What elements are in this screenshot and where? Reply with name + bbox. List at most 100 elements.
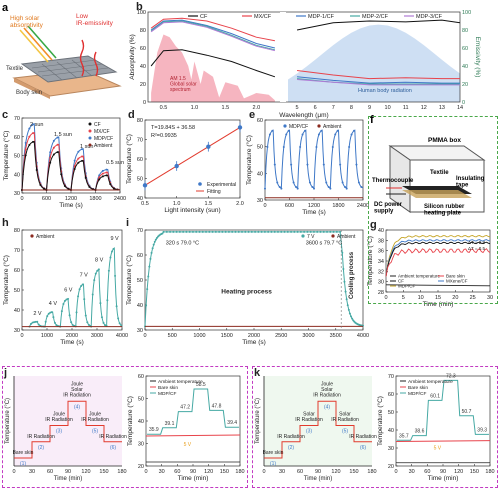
series-ambient — [385, 284, 491, 287]
data-point — [107, 269, 110, 272]
step-number: (4) — [324, 404, 330, 410]
step-label: Solar IR Radiation — [295, 412, 323, 424]
data-point — [73, 159, 76, 162]
y-tick-label: 60 — [137, 157, 143, 163]
legend-label: MDP/CF — [289, 124, 308, 130]
data-point — [329, 187, 332, 190]
legend-label: MDP-2/CF — [362, 14, 389, 20]
label-pmma: PMMA box — [428, 137, 461, 144]
legend-label: Ambient — [36, 234, 55, 240]
data-point — [174, 163, 179, 169]
chart-i: 0 500 1000 1500 2000 2500 3000 3500 4000 30 40 50 60… — [125, 228, 369, 346]
y-tick-label: 40 — [138, 419, 144, 425]
data-point — [312, 230, 315, 233]
y-tick-label: 100 — [137, 10, 146, 16]
data-point — [56, 151, 59, 154]
data-point — [63, 184, 66, 187]
data-point — [88, 185, 91, 188]
legend-swatch — [88, 136, 92, 140]
x-tick-label: 120 — [331, 469, 340, 475]
data-point — [334, 133, 337, 136]
step-label: IR Radiation — [99, 434, 127, 440]
stair-line — [264, 400, 372, 459]
data-point — [78, 288, 81, 291]
y-tick-label: 40 — [388, 428, 394, 434]
y-axis-label: Temperature (°C) — [125, 134, 133, 184]
x-axis-label: Time (min) — [428, 475, 459, 482]
series-vis-CF — [150, 49, 276, 78]
data-point — [60, 310, 63, 313]
equation: T=19.84S + 36.58 — [151, 125, 195, 131]
x-tick-label: 30 — [159, 469, 165, 475]
step-number: (3) — [306, 429, 312, 435]
voltage-label: 6 V — [64, 288, 73, 294]
data-point — [52, 316, 55, 319]
y-axis-label: Temperature (°C) — [5, 398, 11, 444]
y-tick-label: 30 — [14, 328, 20, 334]
value-label: 58.5 — [196, 382, 206, 388]
data-point — [165, 230, 168, 233]
legend-label: Ambient — [337, 234, 356, 240]
legend-label: MDP/CF — [398, 284, 415, 289]
data-point — [67, 297, 70, 300]
legend-label: MX/CF — [254, 14, 272, 20]
series-vis-MX/CF — [150, 17, 275, 42]
value-label: 47.2 — [180, 405, 190, 411]
y-tick-label: 50 — [14, 154, 20, 160]
annotation: Cooling process — [349, 251, 355, 299]
data-point — [93, 279, 96, 282]
data-point — [339, 230, 342, 233]
data-point — [301, 133, 304, 136]
data-point — [316, 230, 319, 233]
x-tick-label: 5 — [296, 105, 299, 111]
chart-k: 0 30 60 90 120 150 180 20 30 40 50 60 70 Time (min) Te… — [376, 373, 495, 482]
data-point — [105, 168, 108, 171]
data-point — [37, 323, 40, 326]
data-point — [99, 302, 102, 305]
y-axis-label: Temperature (°C) — [126, 396, 134, 446]
data-point — [100, 316, 103, 319]
data-point — [33, 321, 36, 324]
data-point — [105, 174, 108, 177]
data-point — [182, 230, 185, 233]
x-axis-label: Time (min) — [54, 476, 82, 482]
data-point — [109, 182, 112, 185]
data-point — [344, 186, 347, 189]
y-tick-label: 0 — [143, 100, 146, 106]
y-axis-label: Temperature (°C) — [245, 135, 253, 185]
data-point — [68, 314, 71, 317]
data-point — [101, 169, 104, 172]
x-tick-label: 2400 — [114, 196, 126, 202]
series-ir-MDP-3/CF — [297, 79, 460, 86]
data-point — [271, 129, 274, 132]
x-tick-label: 60 — [47, 469, 53, 475]
y-axis-label: Temperature (°C) — [366, 236, 374, 286]
data-point — [24, 141, 27, 144]
data-point — [52, 146, 55, 149]
x-tick-label: 120 — [454, 469, 463, 475]
y-tick-label: 36 — [378, 249, 384, 255]
x-tick-label: 15 — [435, 295, 441, 301]
data-point — [97, 268, 100, 271]
x-tick-label: 1.0 — [191, 105, 199, 111]
y-tick-label: 30 — [257, 198, 263, 204]
x-tick-label: 1200 — [65, 196, 77, 202]
legend-swatch — [331, 234, 335, 238]
data-point — [161, 232, 164, 235]
data-point — [206, 144, 211, 149]
step-label: Bare skin — [263, 450, 284, 456]
data-point — [315, 146, 318, 149]
data-point — [357, 181, 360, 184]
x-tick-label: 150 — [349, 469, 358, 475]
data-point — [77, 150, 80, 153]
data-point — [303, 230, 306, 233]
data-point — [304, 129, 307, 132]
data-point — [81, 148, 84, 151]
data-point — [306, 230, 309, 233]
x-tick-label: 30 — [409, 469, 415, 475]
data-point — [28, 127, 31, 130]
y-tick-label: 50 — [14, 288, 20, 294]
y-tick-label: 30 — [388, 446, 394, 452]
series-voltage — [29, 247, 123, 328]
x-tick-label: 2000 — [248, 333, 260, 339]
